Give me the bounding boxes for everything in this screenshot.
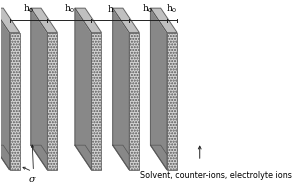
Polygon shape: [113, 8, 139, 33]
Text: h$_0$: h$_0$: [64, 3, 75, 15]
Polygon shape: [31, 8, 57, 33]
Polygon shape: [151, 145, 177, 170]
Text: Solvent, counter-ions, electrolyte ions: Solvent, counter-ions, electrolyte ions: [140, 171, 292, 180]
Polygon shape: [151, 8, 177, 33]
Polygon shape: [113, 145, 139, 170]
Text: h$_0$: h$_0$: [23, 3, 34, 15]
Text: h: h: [107, 5, 113, 14]
Bar: [129, 33, 139, 170]
Polygon shape: [0, 8, 20, 33]
Polygon shape: [151, 8, 167, 170]
Bar: [91, 33, 102, 170]
Bar: [47, 33, 57, 170]
Bar: [167, 33, 177, 170]
Text: h$_0$: h$_0$: [142, 3, 154, 15]
Text: σ: σ: [29, 175, 36, 184]
Bar: [9, 33, 20, 170]
Polygon shape: [31, 145, 57, 170]
Polygon shape: [0, 8, 9, 170]
Text: h$_0$: h$_0$: [166, 3, 178, 15]
Polygon shape: [75, 8, 91, 170]
Polygon shape: [113, 8, 129, 170]
Polygon shape: [0, 145, 20, 170]
Polygon shape: [31, 8, 47, 170]
Polygon shape: [75, 8, 102, 33]
Polygon shape: [75, 145, 102, 170]
